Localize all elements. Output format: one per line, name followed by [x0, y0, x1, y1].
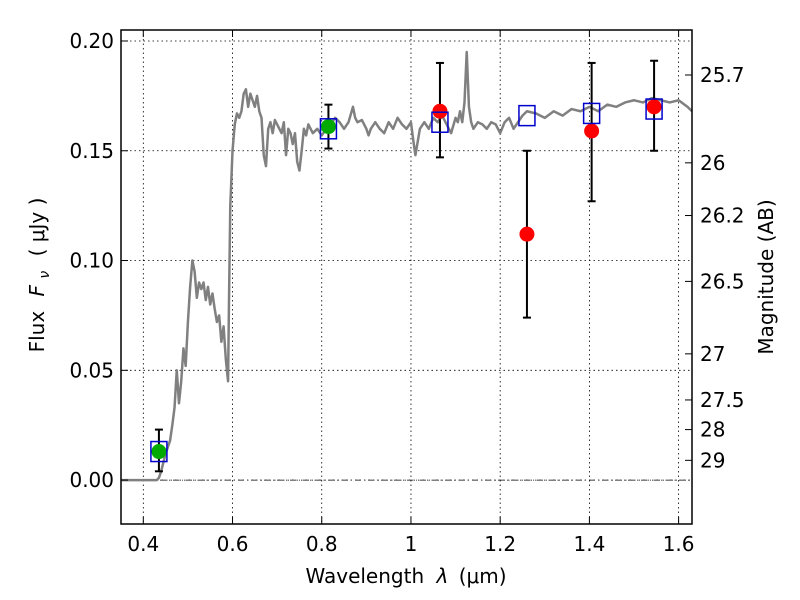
detection-marker-layer — [151, 99, 662, 460]
magnitude-tick-label: 28 — [700, 418, 725, 442]
magnitude-tick-label: 26.2 — [700, 204, 745, 228]
y-axis-flux-symbol: F — [25, 284, 49, 296]
magnitude-tick-label: 26.5 — [700, 269, 745, 293]
model-photometry-square — [582, 102, 601, 125]
y-tick-label: 0.05 — [69, 358, 114, 382]
x-tick-label: 0.6 — [217, 532, 249, 556]
x-tick-label: 0.8 — [306, 532, 338, 556]
x-tick-label: 1.2 — [484, 532, 516, 556]
y-tick-label: 0.15 — [69, 139, 114, 163]
x-axis-title: Wavelength λ (μm) — [305, 564, 506, 588]
y-axis-unit: ( μJy ) — [25, 198, 49, 257]
tick-layer: 0.4 0.6 0.8 1 1.2 1.4 1.6 0.00 0.05 0.10 0.15 0.20 2… — [69, 29, 744, 556]
x-axis-title-text: Wavelength — [305, 564, 424, 588]
y-axis-title: Flux F ν ( μJy ) — [25, 198, 54, 353]
x-tick-label: 1.6 — [663, 532, 695, 556]
model-spectrum-layer — [121, 50, 693, 482]
magnitude-axis-title: Magnitude (AB) — [754, 199, 778, 354]
model-photometry-square — [150, 440, 168, 463]
y-axis-flux-subscript: ν — [37, 271, 53, 279]
x-tick-label: 1 — [405, 532, 418, 556]
x-axis-lambda-symbol: λ — [436, 564, 449, 588]
magnitude-tick-label: 27.5 — [700, 388, 745, 412]
plot-frame — [120, 29, 693, 525]
model-spectrum-line — [121, 50, 693, 482]
y-tick-label: 0.20 — [69, 29, 114, 53]
detection-point — [432, 103, 448, 119]
y-tick-label: 0.10 — [69, 249, 114, 273]
model-photometry-square — [645, 98, 663, 120]
detection-point — [519, 226, 535, 242]
magnitude-tick-label: 25.7 — [700, 63, 745, 87]
detection-point — [151, 444, 167, 460]
detection-point — [646, 99, 662, 115]
y-tick-label: 0.00 — [69, 468, 114, 492]
detection-point — [320, 119, 336, 135]
model-photometry-layer — [150, 98, 663, 463]
x-axis-unit: (μm) — [459, 564, 507, 588]
x-tick-label: 1.4 — [573, 532, 605, 556]
model-photometry-square — [518, 104, 536, 127]
model-photometry-square — [431, 111, 449, 133]
magnitude-tick-label: 29 — [700, 448, 725, 472]
x-tick-label: 0.4 — [127, 532, 159, 556]
detection-point — [584, 123, 600, 139]
model-photometry-square — [319, 118, 338, 140]
magnitude-tick-label: 26 — [700, 151, 725, 175]
y-axis-title-text: Flux — [25, 311, 49, 353]
magnitude-tick-label: 27 — [700, 342, 725, 366]
